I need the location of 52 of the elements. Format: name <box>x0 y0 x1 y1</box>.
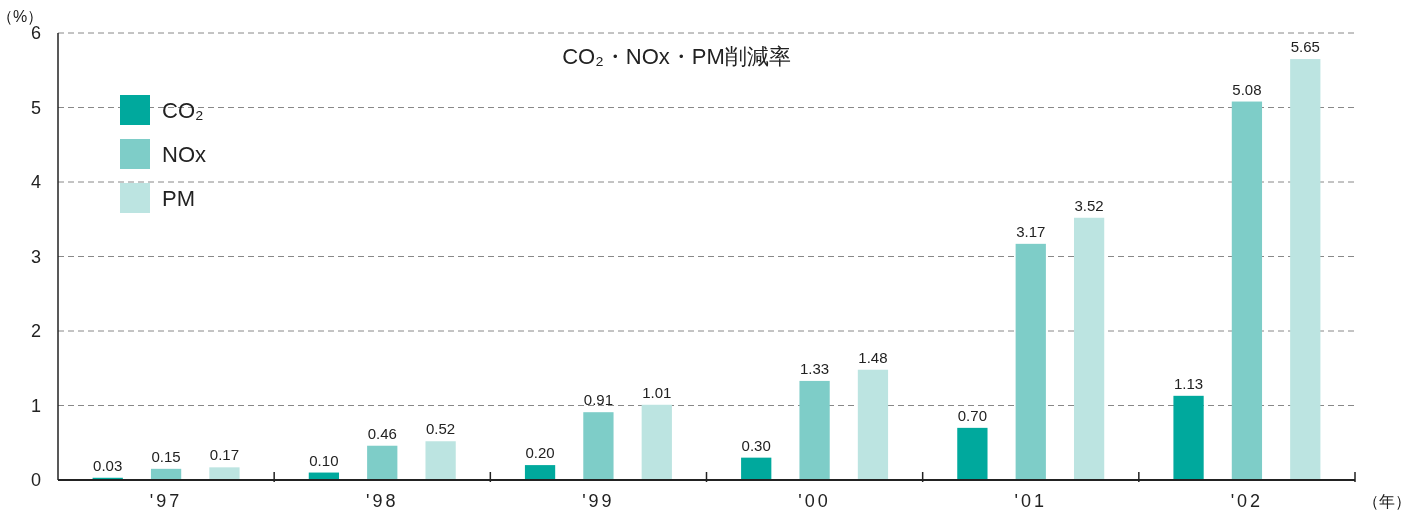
data-label: 3.52 <box>1074 196 1104 214</box>
bar <box>1290 59 1321 480</box>
bar <box>641 404 672 480</box>
data-label: 0.03 <box>93 456 123 474</box>
data-label: 0.10 <box>309 451 339 469</box>
x-tick-label: '99 <box>582 491 615 511</box>
data-label: 5.08 <box>1232 80 1262 98</box>
y-tick-label: 0 <box>30 470 42 490</box>
bar <box>1015 243 1046 480</box>
bar <box>857 369 889 480</box>
bar <box>1073 217 1105 480</box>
x-axis-title: （年） <box>1363 493 1411 510</box>
x-tick-label: '00 <box>798 491 831 511</box>
y-tick-label: 4 <box>30 172 42 192</box>
y-tick-label: 2 <box>30 321 42 341</box>
bar <box>524 465 556 480</box>
x-tick-label: '01 <box>1014 491 1047 511</box>
bar <box>583 412 614 480</box>
y-tick-label: 6 <box>30 23 42 43</box>
data-label: 0.17 <box>209 446 240 464</box>
data-label: 0.70 <box>957 406 987 424</box>
y-tick-label: 1 <box>30 395 42 416</box>
text: CO₂・NOx・PM削減率 <box>562 44 791 69</box>
x-tick-label: '98 <box>366 491 399 511</box>
y-axis-title: （%） <box>0 8 44 25</box>
legend-label: CO₂ <box>162 98 204 123</box>
bar <box>367 445 398 480</box>
data-label: 0.20 <box>525 444 555 462</box>
data-label: 1.48 <box>858 348 888 366</box>
data-label: 0.46 <box>367 424 397 442</box>
data-label: 1.01 <box>642 383 672 401</box>
data-label: 0.15 <box>151 447 181 465</box>
data-label: 0.52 <box>426 420 456 438</box>
data-label: 0.91 <box>583 391 614 409</box>
bar <box>741 457 772 480</box>
legend-label: NOx <box>162 142 206 167</box>
x-tick-label: '02 <box>1230 491 1264 511</box>
bar <box>1231 101 1263 480</box>
legend-label: PM <box>162 186 195 211</box>
y-tick-label: 3 <box>30 246 42 267</box>
bar <box>1173 395 1204 480</box>
y-tick-label: 5 <box>30 97 42 118</box>
bar <box>799 380 830 480</box>
bar <box>425 441 456 480</box>
data-label: 0.30 <box>741 436 771 454</box>
data-label: 1.33 <box>799 359 830 377</box>
data-label: 5.65 <box>1290 38 1320 56</box>
bar <box>957 427 988 480</box>
data-label: 3.17 <box>1016 222 1046 240</box>
x-tick-label: '97 <box>149 491 183 511</box>
bar <box>209 467 240 480</box>
data-label: 1.13 <box>1173 374 1204 392</box>
